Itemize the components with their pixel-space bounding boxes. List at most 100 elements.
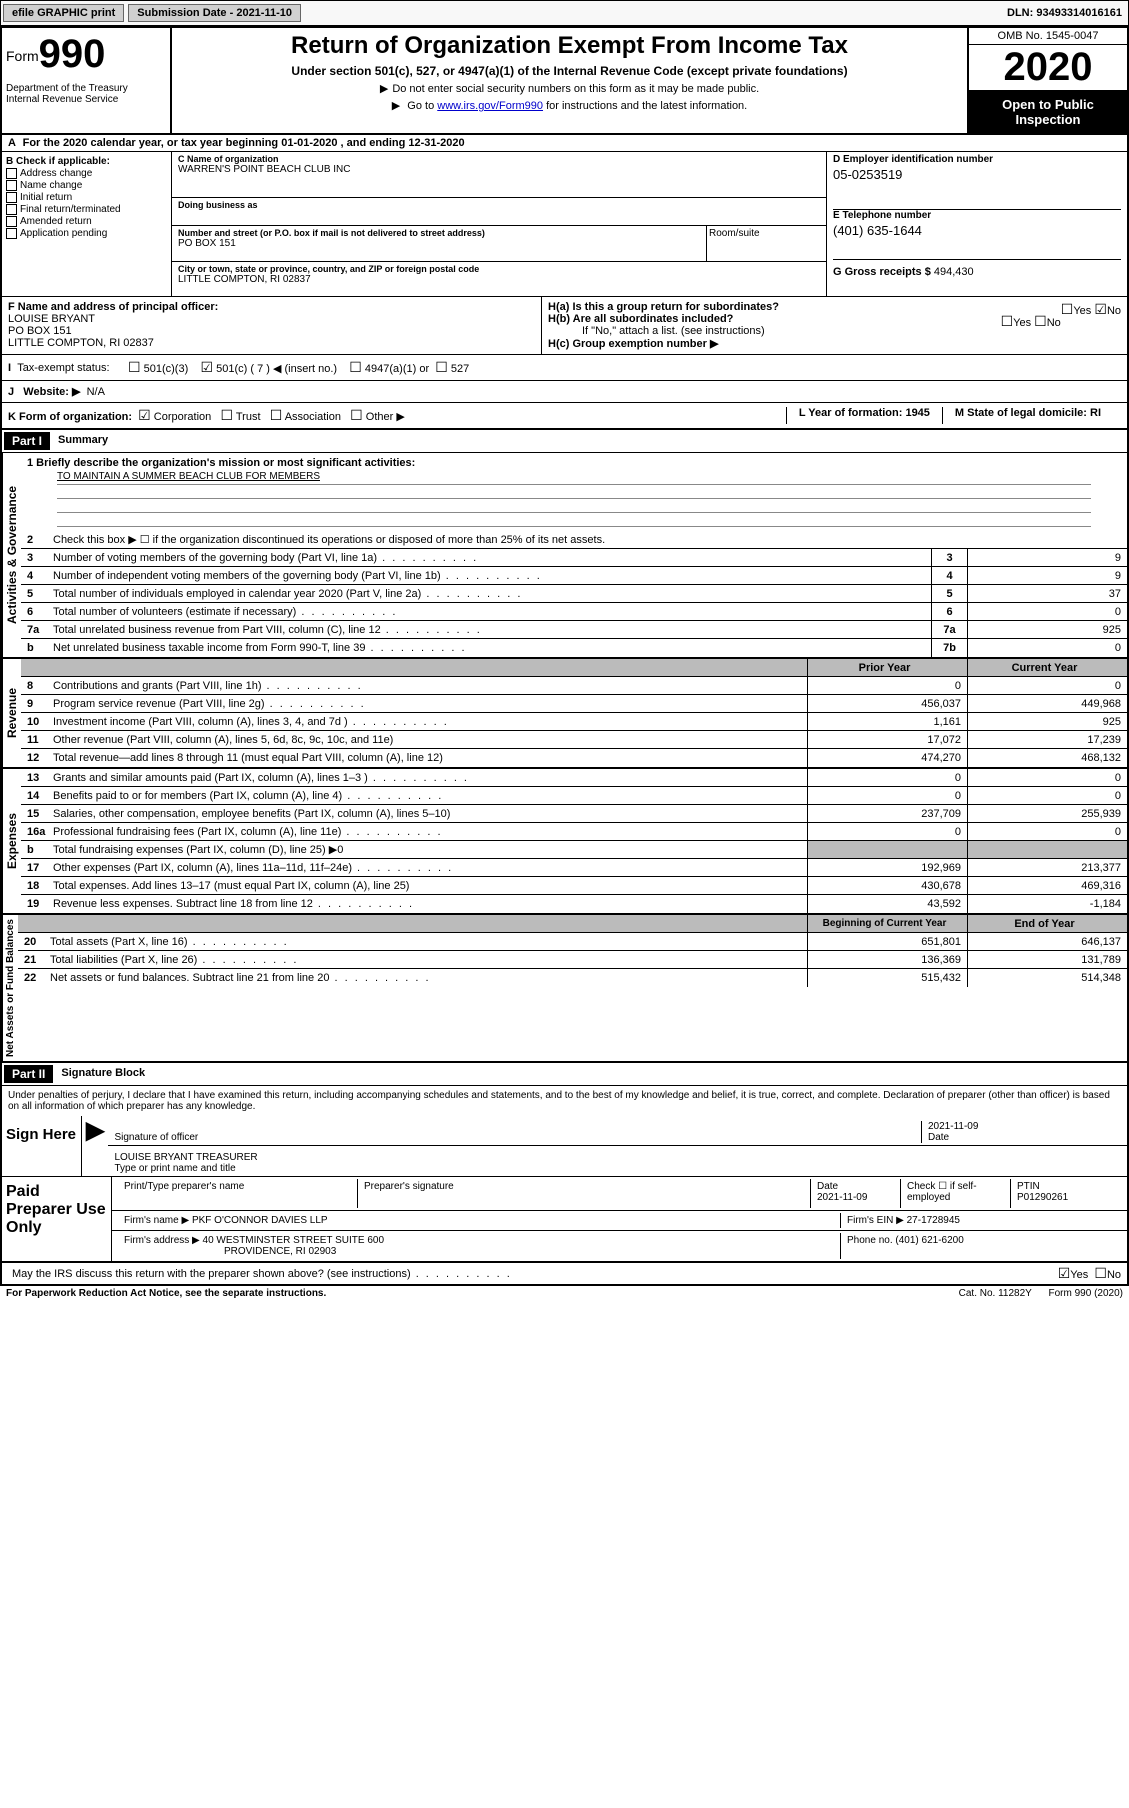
footer-cat: Cat. No. 11282Y bbox=[959, 1288, 1032, 1299]
chk-4947[interactable] bbox=[349, 363, 362, 375]
org-name-label: Name of organization bbox=[187, 154, 279, 164]
paid-preparer-block: Paid Preparer Use Only Print/Type prepar… bbox=[2, 1177, 1127, 1262]
chk-other[interactable] bbox=[350, 411, 363, 423]
top-toolbar: efile GRAPHIC print Submission Date - 20… bbox=[0, 0, 1129, 26]
preparer-name-label: Print/Type preparer's name bbox=[118, 1179, 358, 1208]
mission-blank1 bbox=[57, 485, 1091, 499]
note2-post: for instructions and the latest informat… bbox=[543, 100, 747, 112]
officer-label: F Name and address of principal officer: bbox=[8, 301, 535, 313]
ha-label: H(a) Is this a group return for subordin… bbox=[548, 301, 779, 313]
ln18-txt: Total expenses. Add lines 13–17 (must eq… bbox=[49, 879, 807, 893]
ln13-txt: Grants and similar amounts paid (Part IX… bbox=[49, 771, 807, 785]
vlabel-revenue: Revenue bbox=[2, 659, 21, 767]
mission-blank2 bbox=[57, 499, 1091, 513]
form-subtitle: Under section 501(c), 527, or 4947(a)(1)… bbox=[176, 64, 963, 78]
col-d: D Employer identification number 05-0253… bbox=[827, 152, 1127, 296]
chk-final-return[interactable]: Final return/terminated bbox=[6, 204, 167, 215]
mission-blank3 bbox=[57, 513, 1091, 527]
form-main: Form990 Department of the Treasury Inter… bbox=[0, 26, 1129, 1286]
chk-501c3[interactable] bbox=[128, 363, 141, 375]
website-value: N/A bbox=[87, 386, 105, 398]
tax-status-row: I Tax-exempt status: 501(c)(3) 501(c) ( … bbox=[2, 355, 1127, 381]
ein-value: 05-0253519 bbox=[833, 167, 1121, 182]
hb-yes[interactable] bbox=[1001, 317, 1014, 329]
note2-pre: Go to bbox=[407, 100, 437, 112]
chk-name-change[interactable]: Name change bbox=[6, 180, 167, 191]
firm-addr-label: Firm's address ▶ bbox=[124, 1235, 200, 1246]
efile-button[interactable]: efile GRAPHIC print bbox=[3, 4, 124, 22]
chk-527[interactable] bbox=[435, 363, 448, 375]
part2-title: Signature Block bbox=[53, 1065, 153, 1083]
ln7b-txt: Net unrelated business taxable income fr… bbox=[49, 641, 931, 655]
label-a: A bbox=[8, 137, 16, 149]
firm-ein-label: Firm's EIN ▶ bbox=[847, 1215, 904, 1226]
chk-corp[interactable] bbox=[138, 411, 151, 423]
officer-street: PO BOX 151 bbox=[8, 325, 535, 337]
ln6-txt: Total number of volunteers (estimate if … bbox=[49, 605, 931, 619]
chk-initial-return[interactable]: Initial return bbox=[6, 192, 167, 203]
dba-label: Doing business as bbox=[178, 200, 820, 210]
k-label: K Form of organization: bbox=[8, 411, 132, 423]
gross-value: 494,430 bbox=[934, 266, 974, 278]
chk-501c[interactable] bbox=[200, 363, 213, 375]
discuss-yes[interactable] bbox=[1058, 1269, 1071, 1281]
footer-pra: For Paperwork Reduction Act Notice, see … bbox=[6, 1288, 326, 1299]
discuss-question: May the IRS discuss this return with the… bbox=[8, 1267, 981, 1281]
ln22-txt: Net assets or fund balances. Subtract li… bbox=[46, 971, 807, 985]
form990-link[interactable]: www.irs.gov/Form990 bbox=[437, 100, 543, 112]
ln16a-txt: Professional fundraising fees (Part IX, … bbox=[49, 825, 807, 839]
dln: DLN: 93493314016161 bbox=[1007, 7, 1128, 19]
prep-date-label: Date bbox=[817, 1181, 894, 1192]
chk-address-change[interactable]: Address change bbox=[6, 168, 167, 179]
part2-header-row: Part II Signature Block bbox=[2, 1061, 1127, 1086]
ln17-txt: Other expenses (Part IX, column (A), lin… bbox=[49, 861, 807, 875]
state-domicile: M State of legal domicile: RI bbox=[942, 407, 1121, 424]
ln20-txt: Total assets (Part X, line 16) bbox=[46, 935, 807, 949]
line-1: 1 Briefly describe the organization's mi… bbox=[21, 453, 1127, 531]
firm-phone-label: Phone no. bbox=[847, 1235, 893, 1246]
sig-name: LOUISE BRYANT TREASURER bbox=[114, 1152, 1121, 1163]
ln16b-txt: Total fundraising expenses (Part IX, col… bbox=[49, 842, 807, 857]
submission-date-button[interactable]: Submission Date - 2021-11-10 bbox=[128, 4, 301, 22]
header-left: Form990 Department of the Treasury Inter… bbox=[2, 28, 172, 133]
open-inspection: Open to Public Inspection bbox=[969, 91, 1127, 133]
discuss-no[interactable] bbox=[1094, 1269, 1107, 1281]
col-f: F Name and address of principal officer:… bbox=[2, 297, 542, 354]
header-right: OMB No. 1545-0047 2020 Open to Public In… bbox=[967, 28, 1127, 133]
label-c: C bbox=[178, 154, 185, 164]
col-prior: Prior Year bbox=[807, 659, 967, 676]
form-number: Form990 bbox=[6, 32, 166, 77]
col-boy: Beginning of Current Year bbox=[807, 915, 967, 932]
ln14-txt: Benefits paid to or for members (Part IX… bbox=[49, 789, 807, 803]
col-c: C Name of organization WARREN'S POINT BE… bbox=[172, 152, 827, 296]
phone-value: (401) 635-1644 bbox=[833, 223, 1121, 238]
firm-name: PKF O'CONNOR DAVIES LLP bbox=[192, 1215, 328, 1226]
ln12-txt: Total revenue—add lines 8 through 11 (mu… bbox=[49, 751, 807, 765]
chk-assoc[interactable] bbox=[270, 411, 283, 423]
chk-trust[interactable] bbox=[220, 411, 233, 423]
chk-application-pending[interactable]: Application pending bbox=[6, 228, 167, 239]
prep-date-val: 2021-11-09 bbox=[817, 1192, 894, 1203]
officer-name: LOUISE BRYANT bbox=[8, 313, 535, 325]
website-label: Website: ▶ bbox=[23, 386, 80, 398]
vlabel-netassets: Net Assets or Fund Balances bbox=[2, 915, 18, 1061]
ha-no[interactable] bbox=[1094, 305, 1107, 317]
department: Department of the Treasury Internal Reve… bbox=[6, 83, 166, 105]
ha-yes[interactable] bbox=[1061, 305, 1074, 317]
ln15-txt: Salaries, other compensation, employee b… bbox=[49, 807, 807, 821]
ln6-val: 0 bbox=[967, 603, 1127, 620]
sig-intro: Under penalties of perjury, I declare th… bbox=[2, 1086, 1127, 1116]
col-eoy: End of Year bbox=[967, 915, 1127, 932]
hb-no[interactable] bbox=[1034, 317, 1047, 329]
sig-date-label: Date bbox=[928, 1132, 1121, 1143]
l1-value: TO MAINTAIN A SUMMER BEACH CLUB FOR MEMB… bbox=[57, 471, 1091, 485]
street-label: Number and street (or P.O. box if mail i… bbox=[178, 228, 700, 238]
org-name: WARREN'S POINT BEACH CLUB INC bbox=[178, 164, 820, 175]
gross-label: G Gross receipts $ bbox=[833, 266, 934, 278]
ln5-val: 37 bbox=[967, 585, 1127, 602]
vlabel-expenses: Expenses bbox=[2, 769, 21, 913]
firm-addr1: 40 WESTMINSTER STREET SUITE 600 bbox=[203, 1235, 385, 1246]
form-note2: Go to www.irs.gov/Form990 for instructio… bbox=[176, 99, 963, 112]
hc-label: H(c) Group exemption number ▶ bbox=[548, 337, 1121, 350]
chk-amended-return[interactable]: Amended return bbox=[6, 216, 167, 227]
